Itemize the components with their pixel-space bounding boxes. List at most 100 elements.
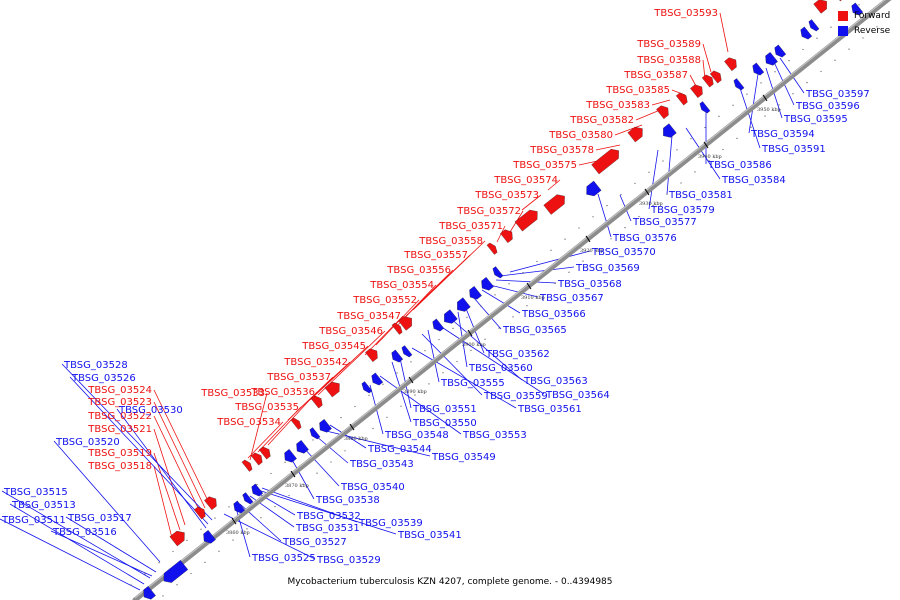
forward-track-dot <box>606 205 608 207</box>
reverse-leader-line <box>53 440 161 563</box>
reverse-track-dot <box>582 260 584 262</box>
reverse-gene-label: TBSG_03566 <box>521 309 586 320</box>
forward-track-dot <box>368 394 370 396</box>
forward-leader-line <box>547 179 561 191</box>
reverse-track-dot <box>792 93 794 95</box>
reverse-gene-arrow <box>733 78 745 91</box>
reverse-leader-line <box>257 489 397 535</box>
reverse-gene-arrow <box>492 266 504 279</box>
forward-leader-line <box>153 465 173 539</box>
reverse-track-dot <box>666 193 668 195</box>
reverse-leader-line <box>739 87 761 149</box>
forward-leader-line <box>651 99 671 106</box>
reverse-leader-line <box>223 513 316 560</box>
forward-leader-line <box>267 391 318 446</box>
forward-gene-arrow <box>690 84 703 99</box>
reverse-gene-label: TBSG_03526 <box>71 373 136 384</box>
forward-gene-arrow <box>241 459 253 472</box>
reverse-leader-line <box>489 284 539 298</box>
reverse-gene-label: TBSG_03541 <box>397 530 462 541</box>
legend-reverse-swatch <box>838 25 848 36</box>
forward-track-dot <box>158 562 160 564</box>
tick-label: 3870 kbp <box>285 483 309 489</box>
forward-track-dot <box>340 417 342 419</box>
reverse-gene-label: TBSG_03544 <box>367 444 432 455</box>
forward-gene-label: TBSG_03575 <box>512 160 577 171</box>
forward-track-dot <box>564 238 566 240</box>
forward-track-dot <box>704 126 706 129</box>
reverse-gene-label: TBSG_03527 <box>282 537 347 548</box>
forward-gene-arrow <box>250 452 263 466</box>
genome-backbone <box>132 0 892 600</box>
reverse-track-dot <box>162 595 164 597</box>
reverse-gene-arrow <box>401 345 413 358</box>
reverse-track-dot <box>344 450 346 452</box>
tick-label: 3860 kbp <box>226 530 250 536</box>
forward-track-dot <box>214 517 216 519</box>
reverse-track-dot <box>554 282 556 285</box>
tick-label: 3940 kbp <box>698 154 722 160</box>
forward-leader-line <box>153 452 181 531</box>
reverse-gene-label: TBSG_03560 <box>468 363 533 374</box>
reverse-track-dot <box>806 81 808 84</box>
reverse-gene-label: TBSG_03543 <box>349 459 414 470</box>
reverse-leader-line <box>509 250 591 273</box>
reverse-gene-label: TBSG_03568 <box>557 279 622 290</box>
forward-leader-line <box>153 415 201 513</box>
forward-track-dot <box>200 528 202 530</box>
forward-track-dot <box>382 383 384 385</box>
forward-track-dot <box>186 539 188 541</box>
reverse-gene-label: TBSG_03596 <box>795 101 860 112</box>
forward-leader-line <box>521 194 542 211</box>
reverse-track-dot <box>680 182 682 184</box>
reverse-track-dot <box>750 126 752 128</box>
reverse-gene-arrow <box>296 439 309 454</box>
reverse-gene-label: TBSG_03579 <box>650 205 715 216</box>
reverse-track-dot <box>498 327 500 329</box>
reverse-gene-arrow <box>752 62 765 76</box>
reverse-gene-arrow <box>663 123 677 138</box>
forward-gene-label: TBSG_03583 <box>585 100 650 111</box>
reverse-leader-line <box>648 149 659 210</box>
forward-track-dot <box>676 149 678 151</box>
forward-gene-arrow <box>591 148 619 175</box>
forward-gene-label: TBSG_03519 <box>87 448 152 459</box>
reverse-gene-label: TBSG_03551 <box>412 404 477 415</box>
forward-track-dot <box>634 182 636 184</box>
forward-gene-arrow <box>365 348 378 363</box>
forward-gene-arrow <box>675 92 688 106</box>
forward-track-dot <box>774 71 776 73</box>
forward-gene-arrow <box>543 194 565 215</box>
reverse-gene-arrow <box>319 418 332 433</box>
reverse-leader-line <box>685 127 721 180</box>
forward-gene-label: TBSG_03521 <box>87 424 152 435</box>
reverse-track-dot <box>442 372 444 374</box>
reverse-track-dot <box>876 26 878 28</box>
reverse-track-dot <box>722 148 724 151</box>
forward-track-dot <box>410 361 412 363</box>
forward-gene-label: TBSG_03523 <box>87 397 152 408</box>
forward-leader-line <box>595 144 621 151</box>
forward-track-dot <box>228 506 230 508</box>
forward-track-dot <box>522 271 524 274</box>
forward-leader-line <box>702 43 712 73</box>
reverse-track-dot <box>274 505 276 508</box>
forward-gene-arrow <box>310 395 323 409</box>
reverse-gene-label: TBSG_03594 <box>750 129 815 140</box>
forward-track-dot <box>480 305 482 307</box>
reverse-leader-line <box>61 363 213 521</box>
reverse-leader-line <box>0 518 141 591</box>
forward-track-dot <box>816 37 818 39</box>
reverse-leader-line <box>289 455 315 500</box>
forward-leader-line <box>153 428 186 526</box>
reverse-leader-line <box>439 325 545 395</box>
reverse-track-dot <box>316 472 318 474</box>
tick-label: 3950 kbp <box>757 107 781 113</box>
genome-caption: Mycobacterium tuberculosis KZN 4207, com… <box>287 577 613 587</box>
forward-track-dot <box>760 82 762 84</box>
forward-gene-arrow <box>709 70 722 84</box>
reverse-gene-arrow <box>284 448 297 463</box>
forward-leader-line <box>247 421 284 459</box>
reverse-leader-line <box>379 375 462 435</box>
